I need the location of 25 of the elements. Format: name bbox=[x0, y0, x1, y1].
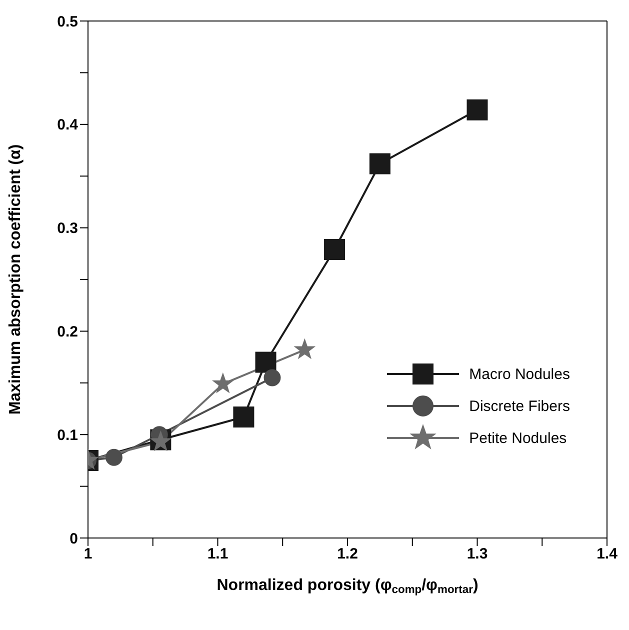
point bbox=[294, 339, 315, 358]
point bbox=[264, 369, 281, 386]
legend-label: Discrete Fibers bbox=[469, 398, 570, 414]
point bbox=[212, 373, 233, 393]
x-tick-label: 1.1 bbox=[207, 546, 228, 563]
x-tick-label: 1.2 bbox=[337, 546, 358, 563]
y-axis-title: Maximum absorption coefficient (α) bbox=[7, 144, 24, 415]
x-tick-label: 1 bbox=[84, 546, 92, 563]
point bbox=[466, 99, 488, 120]
y-tick-label: 0.1 bbox=[57, 426, 78, 444]
x-axis-title: Normalized porosity (φ$_{comp}$/φ$_{mortar}$) bbox=[216, 577, 478, 596]
x-tick-label: 1.3 bbox=[466, 546, 488, 563]
point bbox=[105, 448, 122, 466]
y-tick-label: 0.4 bbox=[57, 116, 79, 134]
point bbox=[324, 239, 346, 260]
y-tick-label: 0 bbox=[70, 530, 78, 548]
x-tick-label: 1.4 bbox=[596, 546, 618, 563]
y-tick-label: 0.5 bbox=[57, 13, 78, 30]
point bbox=[369, 153, 390, 174]
y-tick-label: 0.3 bbox=[57, 220, 78, 238]
point bbox=[255, 352, 276, 373]
legend-label: Macro Nodules bbox=[469, 366, 570, 382]
point bbox=[233, 406, 254, 428]
legend-label: Petite Nodules bbox=[469, 430, 567, 446]
y-tick-label: 0.2 bbox=[57, 324, 78, 341]
